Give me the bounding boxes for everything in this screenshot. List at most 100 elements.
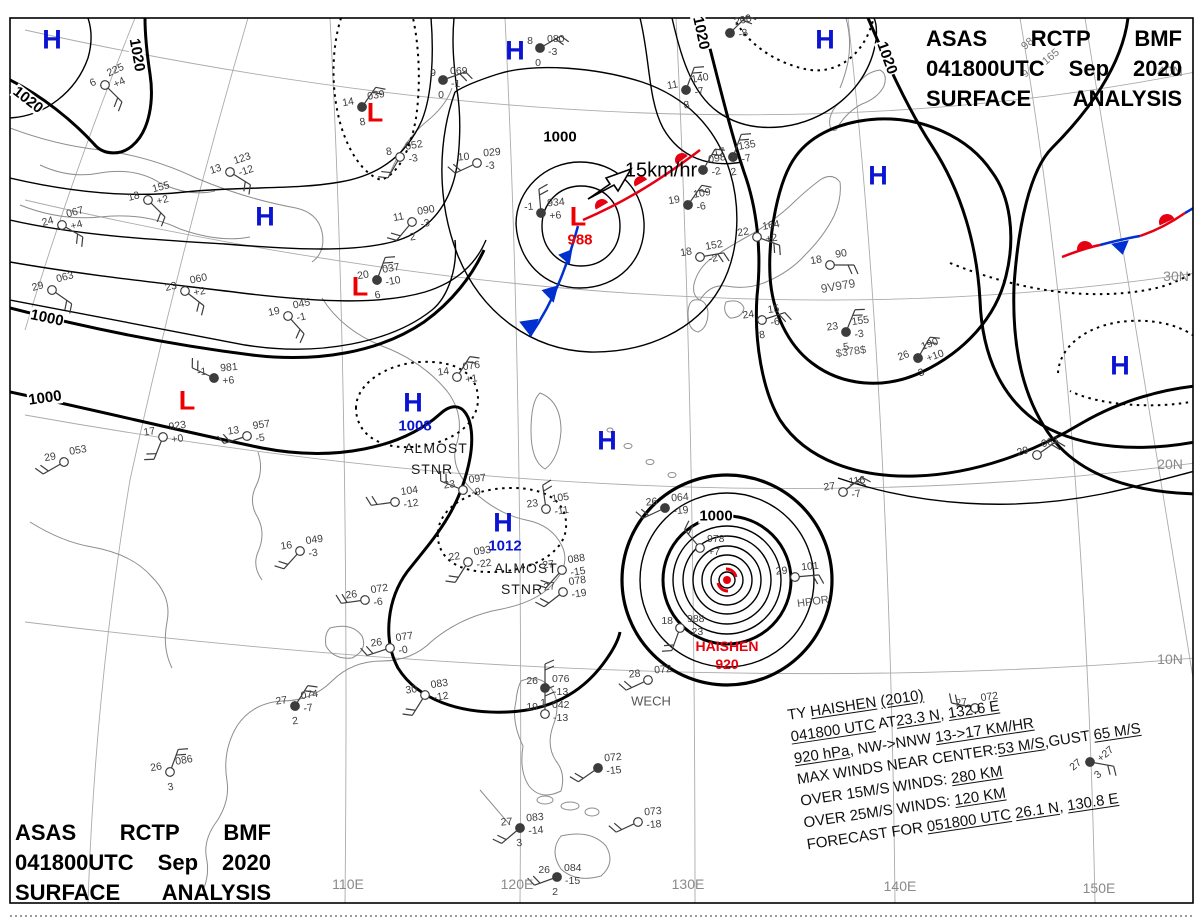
warm-front [582, 149, 701, 222]
station-plot: 26 077-0 [360, 630, 414, 657]
station-value: 24 [41, 214, 56, 229]
station-value: 084 [564, 862, 582, 874]
station-value: 22 [448, 550, 461, 564]
station-plot: 28 072 [618, 663, 672, 691]
station-value: -9 [471, 486, 482, 499]
station-value: -7 [303, 702, 314, 715]
pressure-center-note: STNR [410, 461, 454, 477]
station-value: -1 [197, 366, 208, 379]
station-value: 101 [801, 560, 820, 573]
lon-label: 110E [332, 876, 364, 892]
pressure-center-h: H [597, 425, 617, 456]
station-value: 29 [775, 565, 788, 578]
station-value: -15 [570, 565, 587, 579]
pressure-center-h: H [505, 35, 525, 66]
station-value: 2 [291, 715, 299, 728]
station-value: 6 [88, 76, 99, 89]
lon-label: 120E [500, 876, 534, 892]
station-value: 098 [707, 151, 726, 166]
title-line: ASAS RCTP BMF [926, 26, 1182, 51]
station-value: -6 [696, 200, 707, 213]
station-plot: 17 135-72 [712, 133, 757, 179]
station-value: 104 [400, 484, 419, 498]
station-value: -18 [646, 818, 662, 831]
cold-front [519, 225, 580, 338]
station-value: 17 [712, 145, 726, 159]
station-value: 9 [430, 67, 436, 79]
station-value: 067 [65, 204, 85, 220]
pressure-center-l: L [366, 97, 384, 128]
station-plot: 27 072 [948, 690, 999, 713]
pressure-center-note: ALMOST [494, 560, 558, 576]
lat-label: 10N [1157, 651, 1183, 667]
station-plot: 23 105-11 [526, 479, 570, 518]
station-value: 072 [604, 751, 623, 764]
station-value: 063 [55, 269, 75, 285]
station-plot: 18 988-23 [661, 613, 705, 652]
station-value: 27 [542, 558, 555, 572]
station-plot: 19 042-13 [526, 685, 570, 724]
station-value: 14 [341, 95, 355, 109]
station-plot: 208-8 [725, 12, 757, 41]
station-value: 042 [552, 699, 570, 711]
station-value: -15 [606, 764, 622, 777]
station-plot: 23 155-3 5 [826, 308, 870, 353]
station-plot: 20 037-106 [356, 256, 402, 302]
station-value: 3 [916, 366, 926, 379]
station-value: 088 [567, 552, 586, 566]
title-line: SURFACE ANALYSIS [15, 880, 271, 905]
lat-label: 20N [1157, 456, 1183, 472]
station-value: 039 [366, 88, 385, 103]
station-value: -22 [476, 557, 493, 571]
lat-label: 30N [1163, 268, 1189, 284]
station-value: -5 [255, 432, 266, 445]
station-value: 109 [692, 186, 711, 201]
pressure-center-note: ALMOST [404, 440, 468, 456]
station-value: +2 [155, 193, 170, 208]
station-value: 078 [568, 574, 587, 588]
station-plot: 073-18 [608, 805, 663, 833]
station-value: -6 [770, 316, 781, 329]
station-plot: 29 063 [1016, 434, 1066, 460]
station-value: +1 [465, 372, 479, 386]
station-plot: 29 101 [775, 560, 825, 585]
station-value: 27 [500, 816, 513, 829]
station-plot: 27 088-15 [536, 552, 587, 589]
station-value: 152 [704, 238, 723, 253]
station-value: 208 [733, 12, 753, 28]
station-plot: 104-12 [365, 484, 420, 511]
station-value: 073 [644, 805, 663, 818]
station-plot: 26 076-13 1 [526, 659, 570, 709]
lon-label: 130E [671, 876, 705, 892]
station-value: 064 [671, 491, 690, 504]
contour-label: 1000 [698, 507, 734, 525]
station-value: -7 [851, 488, 862, 501]
station-value: 116 [848, 474, 866, 488]
station-value: -7 [694, 85, 705, 98]
station-plot: 14 076+1 [437, 356, 481, 386]
station-value: 957 [252, 418, 271, 432]
station-value: 29 [43, 450, 57, 464]
station-value: 29 [31, 279, 46, 294]
station-value: 15 [767, 303, 780, 317]
station-value: 2 [552, 886, 558, 898]
station-value: 029 [483, 146, 502, 159]
station-value: -3 [408, 152, 419, 165]
station-plot: 19 109-6 [667, 184, 712, 213]
station-plot: 26 072-6 [335, 582, 389, 609]
station-value: -7 [741, 152, 752, 165]
station-value: -23 [688, 626, 703, 638]
station-value: -10 [385, 274, 402, 288]
station-value: 19 [667, 193, 681, 207]
title-line: SURFACE ANALYSIS [926, 86, 1182, 111]
station-value: 2 [730, 166, 738, 179]
station-value: -8 [737, 27, 749, 41]
station-value: +7 [708, 546, 720, 558]
typhoon-rings [620, 473, 834, 687]
station-value: -6 [373, 596, 384, 609]
station-value: 2 [409, 231, 417, 244]
